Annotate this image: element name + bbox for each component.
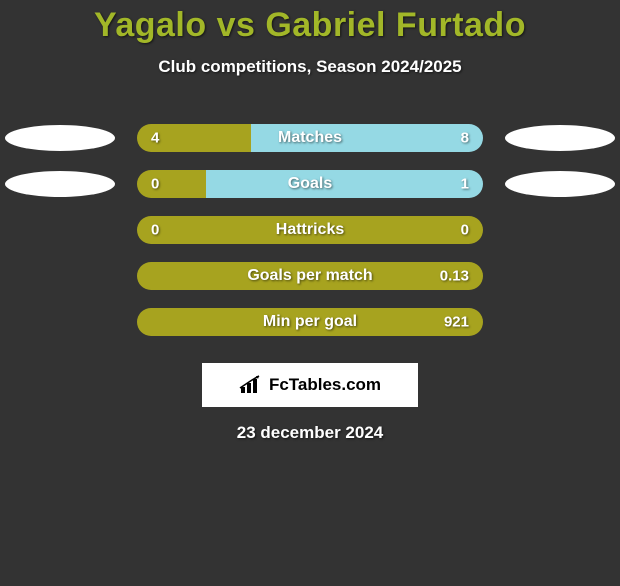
stat-right-value: 921 (444, 314, 469, 331)
stat-left-value: 4 (151, 130, 159, 147)
footer-date: 23 december 2024 (0, 423, 620, 443)
stat-bar-left-fill (137, 170, 206, 198)
stat-label: Matches (278, 129, 342, 147)
stat-left-value: 0 (151, 222, 159, 239)
stat-bar-track: 4 8 Matches (137, 124, 483, 152)
comparison-title: Yagalo vs Gabriel Furtado (0, 6, 620, 45)
stat-right-value: 0.13 (440, 268, 469, 285)
stat-bar-right-fill (206, 170, 483, 198)
stat-bar-track: 921 Min per goal (137, 308, 483, 336)
player-left-oval (5, 125, 115, 151)
stat-label: Min per goal (263, 313, 357, 331)
stat-right-value: 1 (461, 176, 469, 193)
bar-chart-icon (239, 375, 265, 395)
footer-badge: FcTables.com (202, 363, 418, 407)
player-right-oval (505, 171, 615, 197)
stat-right-value: 8 (461, 130, 469, 147)
stat-row: 921 Min per goal (0, 299, 620, 345)
stat-row: 0 1 Goals (0, 161, 620, 207)
player-left-oval (5, 171, 115, 197)
stat-row: 0 0 Hattricks (0, 207, 620, 253)
stat-rows-container: 4 8 Matches 0 1 Goals 0 0 Hattricks 0.13 Goals per… (0, 115, 620, 345)
stat-label: Hattricks (276, 221, 344, 239)
stat-bar-track: 0 1 Goals (137, 170, 483, 198)
stat-label: Goals per match (247, 267, 372, 285)
player-right-oval (505, 125, 615, 151)
stat-right-value: 0 (461, 222, 469, 239)
stat-label: Goals (288, 175, 332, 193)
footer-brand-text: FcTables.com (269, 375, 381, 395)
stat-row: 4 8 Matches (0, 115, 620, 161)
comparison-subtitle: Club competitions, Season 2024/2025 (0, 57, 620, 77)
stat-bar-track: 0 0 Hattricks (137, 216, 483, 244)
stat-row: 0.13 Goals per match (0, 253, 620, 299)
stat-bar-track: 0.13 Goals per match (137, 262, 483, 290)
stat-left-value: 0 (151, 176, 159, 193)
